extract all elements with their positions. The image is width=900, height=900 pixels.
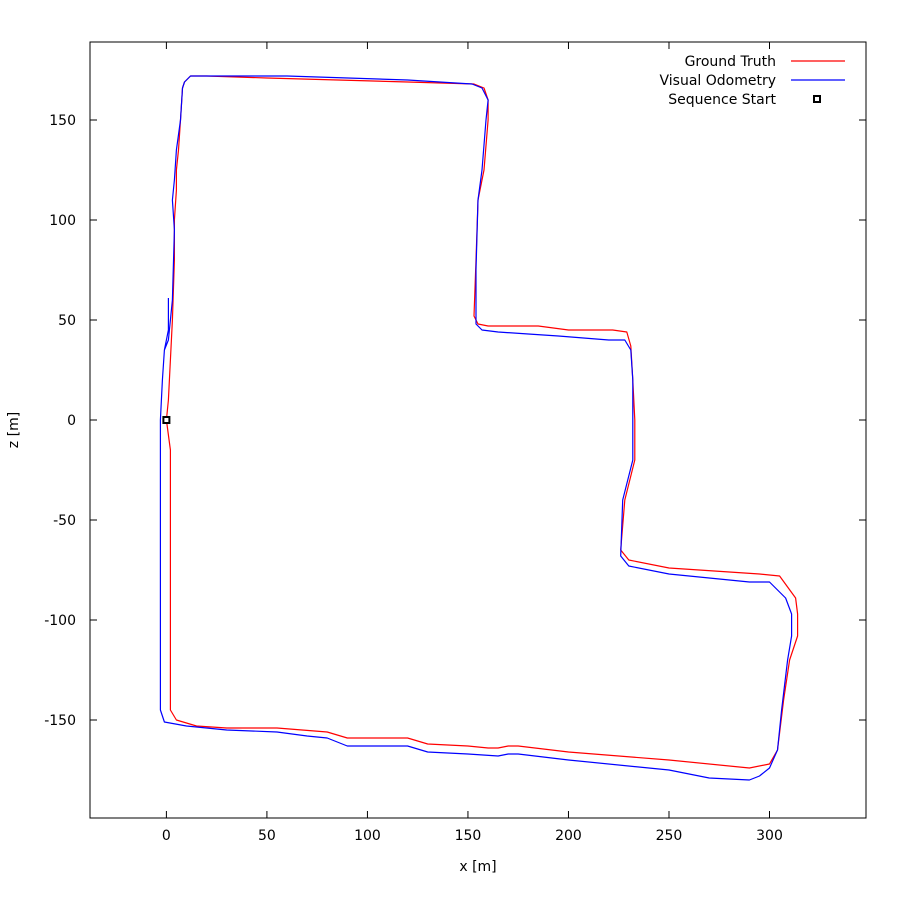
y-tick-label: 0 bbox=[67, 413, 76, 429]
axis-ticks: 0 50 100 150 200 250 300 -150 -100 -50 0 50 100 150 bbox=[44, 42, 866, 844]
y-tick-label: -150 bbox=[44, 713, 76, 729]
y-tick-label: -50 bbox=[53, 513, 76, 529]
x-tick-label: 200 bbox=[555, 828, 582, 844]
y-tick-label: -100 bbox=[44, 613, 76, 629]
plot-frame bbox=[89, 41, 867, 819]
x-tick-label: 150 bbox=[455, 828, 482, 844]
legend-swatch-square bbox=[813, 95, 821, 103]
y-axis-label: z [m] bbox=[6, 412, 22, 448]
x-axis-label: x [m] bbox=[459, 859, 496, 875]
series-line-0 bbox=[165, 75, 799, 769]
legend-label: Sequence Start bbox=[668, 92, 776, 108]
x-tick-label: 50 bbox=[258, 828, 276, 844]
x-tick-label: 0 bbox=[162, 828, 171, 844]
y-tick-label: 50 bbox=[58, 313, 76, 329]
x-tick-label: 300 bbox=[756, 828, 783, 844]
y-tick-label: 150 bbox=[49, 113, 76, 129]
sequence-start-marker bbox=[162, 416, 171, 424]
series-layer bbox=[159, 75, 799, 781]
series-line-1 bbox=[159, 75, 793, 781]
legend-label: Visual Odometry bbox=[660, 73, 777, 89]
legend: Ground Truth Visual Odometry Sequence Star… bbox=[660, 54, 845, 108]
x-tick-label: 250 bbox=[656, 828, 683, 844]
legend-label: Ground Truth bbox=[685, 54, 776, 70]
x-tick-label: 100 bbox=[354, 828, 381, 844]
y-tick-label: 100 bbox=[49, 213, 76, 229]
